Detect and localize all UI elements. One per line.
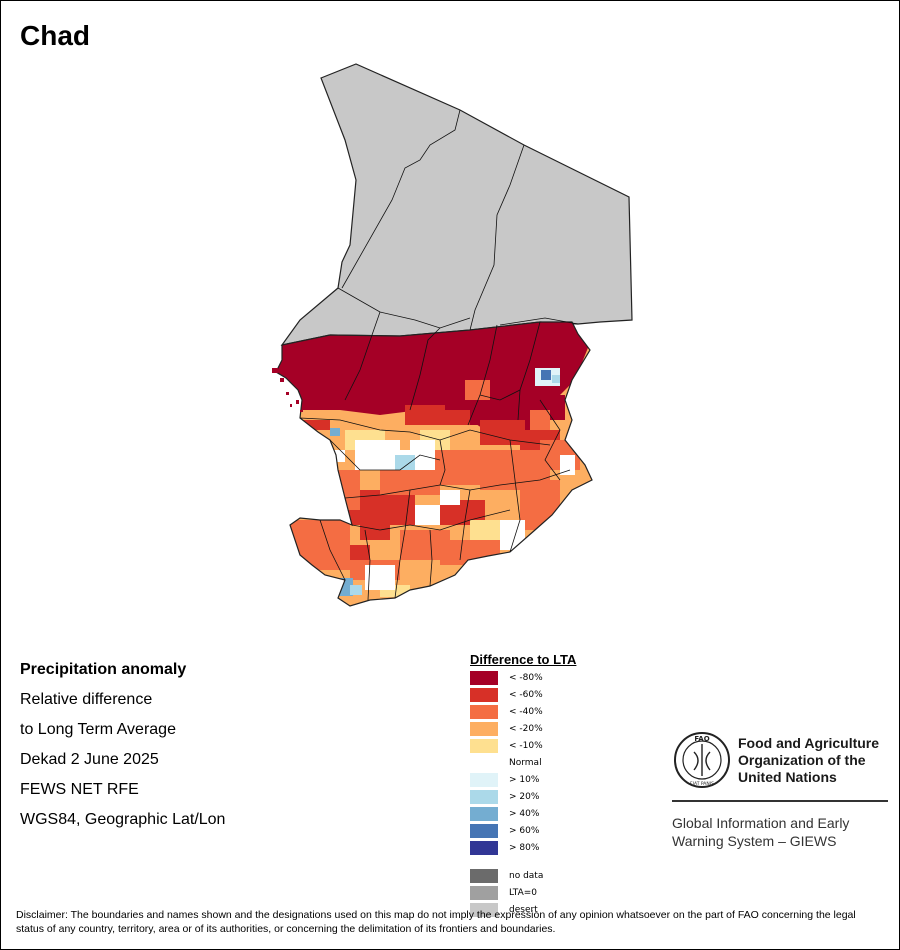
info-projection: WGS84, Geographic Lat/Lon (20, 811, 226, 828)
legend-label: < -40% (509, 707, 543, 717)
disclaimer: Disclaimer: The boundaries and names sho… (16, 909, 856, 935)
lake-chad-speckles (272, 368, 323, 412)
legend: Difference to LTA < -80% < -60% < -40% < -2… (470, 652, 577, 917)
legend-swatch (470, 841, 498, 855)
legend-label: > 60% (509, 826, 540, 836)
legend-label: < -20% (509, 724, 543, 734)
legend-swatch (470, 790, 498, 804)
legend-swatch (470, 739, 498, 753)
legend-swatch (470, 722, 498, 736)
legend-label: desert (509, 905, 538, 915)
fao-org-line-2: Organization of the (738, 752, 866, 768)
legend-label: LTA=0 (509, 888, 537, 898)
giews-name: Global Information and Early Warning Sys… (672, 814, 849, 850)
legend-label: > 40% (509, 809, 540, 819)
legend-swatch (470, 688, 498, 702)
legend-label: < -60% (509, 690, 543, 700)
fao-org-line-1: Food and Agriculture (738, 735, 880, 751)
admin-boundaries (299, 109, 579, 601)
info-line-2: to Long Term Average (20, 721, 176, 738)
legend-label: > 10% (509, 775, 540, 785)
legend-label: > 20% (509, 792, 540, 802)
desert-area (280, 63, 633, 346)
legend-swatch (470, 807, 498, 821)
chad-map (272, 63, 633, 607)
giews-line-1: Global Information and Early (672, 815, 850, 831)
info-source: FEWS NET RFE (20, 781, 139, 798)
fao-logo-text: FAO (694, 735, 709, 743)
fao-org-name: Food and Agriculture Organization of the… (738, 735, 879, 786)
fao-divider (672, 800, 888, 802)
legend-swatch (470, 705, 498, 719)
legend-swatch (470, 756, 498, 770)
map-info: Precipitation anomaly Relative differenc… (20, 655, 225, 835)
legend-label: < -80% (509, 673, 543, 683)
legend-swatch (470, 671, 498, 685)
fao-block: FAO FIAT PANIS Food and Agriculture Orga… (672, 730, 888, 849)
legend-swatch (470, 869, 498, 883)
legend-label: < -10% (509, 741, 543, 751)
info-period: Dekad 2 June 2025 (20, 751, 159, 768)
fao-org-line-3: United Nations (738, 769, 837, 785)
fao-logo-motto: FIAT PANIS (690, 781, 714, 787)
map-title: Chad (20, 20, 90, 51)
legend-swatch (470, 903, 498, 917)
legend-label: > 80% (509, 843, 540, 853)
fao-logo-icon: FAO FIAT PANIS (674, 732, 730, 788)
legend-label: Normal (509, 758, 542, 768)
legend-swatch (470, 886, 498, 900)
legend-label: no data (509, 871, 544, 881)
anomaly-region (276, 322, 592, 606)
legend-swatch (470, 824, 498, 838)
info-heading: Precipitation anomaly (20, 661, 187, 678)
legend-swatch (470, 773, 498, 787)
info-line-1: Relative difference (20, 691, 153, 708)
legend-title: Difference to LTA (470, 652, 577, 667)
giews-line-2: Warning System – GIEWS (672, 833, 837, 849)
